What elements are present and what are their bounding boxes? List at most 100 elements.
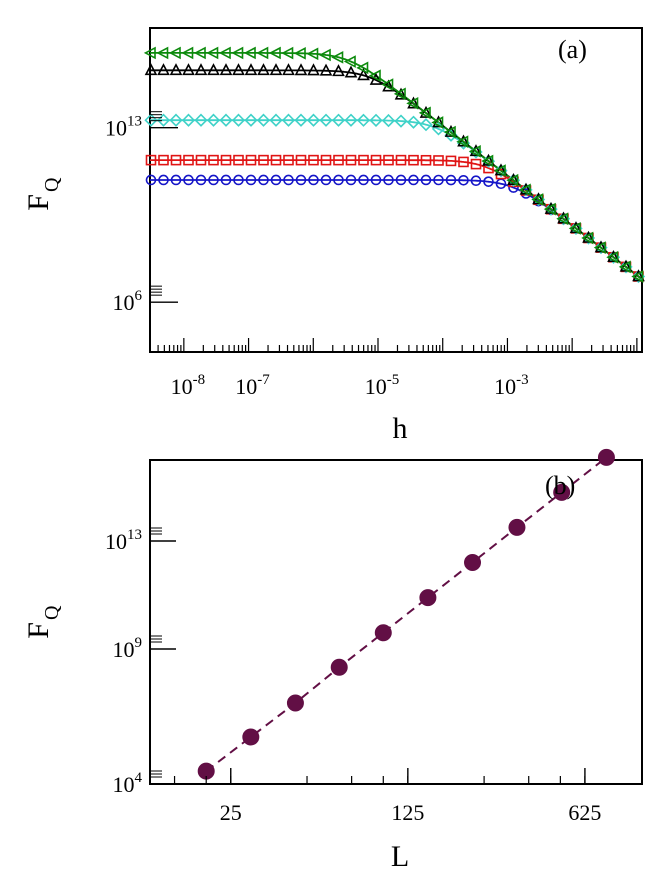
data-point-a — [269, 113, 283, 127]
data-point-a — [257, 63, 270, 76]
data-point-a — [282, 63, 295, 76]
data-point-a — [470, 158, 482, 170]
data-point-b — [464, 553, 482, 571]
data-point-a — [368, 69, 381, 83]
data-point-b — [508, 518, 526, 536]
x-tick-label-b: 25 — [220, 800, 242, 825]
data-point-a — [493, 164, 506, 177]
data-point-a — [395, 154, 407, 166]
data-point-a — [207, 63, 220, 76]
data-point-b — [419, 589, 437, 607]
data-point-a — [169, 113, 183, 127]
x-tick-label-b: 125 — [391, 800, 424, 825]
x-tick-label-a: 10-7 — [235, 372, 270, 399]
y-axis-label-b-sub: Q — [41, 605, 63, 620]
y-tick-label-b: 104 — [113, 770, 143, 797]
data-point-a — [420, 174, 432, 186]
data-point-a — [270, 154, 282, 166]
data-point-a — [183, 174, 194, 186]
data-point-a — [181, 113, 196, 127]
data-point-a — [156, 113, 171, 127]
data-point-a — [293, 46, 306, 60]
data-point-a — [231, 113, 246, 127]
data-point-a — [233, 154, 244, 166]
data-point-a — [244, 113, 258, 127]
data-point-a — [256, 46, 269, 60]
y-axis-label-b-main: F — [22, 622, 55, 639]
data-point-a — [231, 46, 244, 60]
panel-label-b: (b) — [545, 471, 575, 500]
data-point-a — [406, 115, 421, 129]
data-point-a — [283, 174, 294, 186]
data-point-a — [208, 174, 219, 186]
data-point-a — [395, 174, 407, 186]
data-point-a — [506, 173, 519, 187]
data-point-a — [308, 154, 319, 166]
data-point-a — [345, 154, 357, 166]
data-point-a — [543, 202, 556, 216]
data-point-a — [333, 174, 344, 186]
data-point-a — [295, 154, 307, 166]
data-point-a — [458, 174, 469, 186]
data-point-a — [483, 176, 494, 187]
data-point-a — [170, 174, 182, 186]
data-point-a — [381, 113, 396, 128]
data-point-a — [431, 116, 444, 129]
data-point-a — [407, 96, 420, 109]
data-point-b — [242, 728, 260, 746]
data-point-a — [269, 63, 283, 76]
data-point-a — [518, 183, 531, 197]
x-tick-label-a: 10-8 — [171, 372, 206, 399]
data-point-a — [383, 154, 394, 166]
x-axis-label-a: h — [393, 412, 408, 445]
data-point-a — [143, 46, 156, 60]
data-point-a — [157, 63, 170, 76]
data-point-a — [606, 250, 619, 264]
series-markers-a-2 — [144, 113, 646, 284]
data-point-a — [568, 222, 581, 235]
data-point-a — [268, 46, 281, 60]
data-point-a — [481, 154, 494, 168]
data-point-a — [219, 113, 233, 127]
data-point-a — [220, 154, 232, 166]
data-point-a — [193, 46, 206, 60]
data-point-a — [283, 154, 294, 166]
series-markers-a-3 — [144, 63, 645, 282]
data-point-a — [331, 113, 346, 127]
series-markers-a-0 — [145, 174, 644, 282]
data-point-b — [374, 624, 392, 642]
data-point-a — [244, 63, 258, 76]
data-point-a — [319, 63, 333, 76]
data-point-a — [556, 212, 569, 226]
plot-area-a — [143, 46, 646, 284]
data-point-a — [194, 63, 208, 76]
series-line-a-0 — [150, 179, 643, 280]
data-point-a — [419, 117, 433, 132]
data-point-a — [369, 113, 383, 127]
data-point-a — [306, 113, 321, 127]
data-point-a — [394, 87, 408, 100]
data-point-a — [344, 113, 358, 127]
x-tick-label-a: 10-3 — [494, 372, 529, 399]
x-tick-label-b: 625 — [568, 800, 601, 825]
data-point-a — [370, 174, 382, 186]
data-point-a — [220, 174, 232, 186]
y-axis-label-b: F Q — [22, 605, 63, 639]
data-point-a — [218, 46, 231, 60]
axes-b: 25 125 625 1013 109 104 — [105, 527, 601, 825]
data-point-a — [281, 46, 294, 60]
data-point-a — [243, 46, 256, 60]
data-point-b — [286, 694, 304, 712]
data-point-a — [420, 154, 432, 166]
data-point-a — [319, 113, 333, 127]
data-point-a — [456, 135, 469, 149]
data-point-b — [553, 483, 571, 501]
data-point-a — [195, 154, 207, 166]
data-point-a — [320, 154, 332, 166]
data-point-a — [308, 174, 319, 186]
data-point-a — [306, 47, 319, 61]
data-point-b — [330, 658, 348, 676]
data-point-a — [356, 113, 371, 127]
data-point-a — [144, 113, 158, 127]
data-point-a — [182, 63, 195, 76]
